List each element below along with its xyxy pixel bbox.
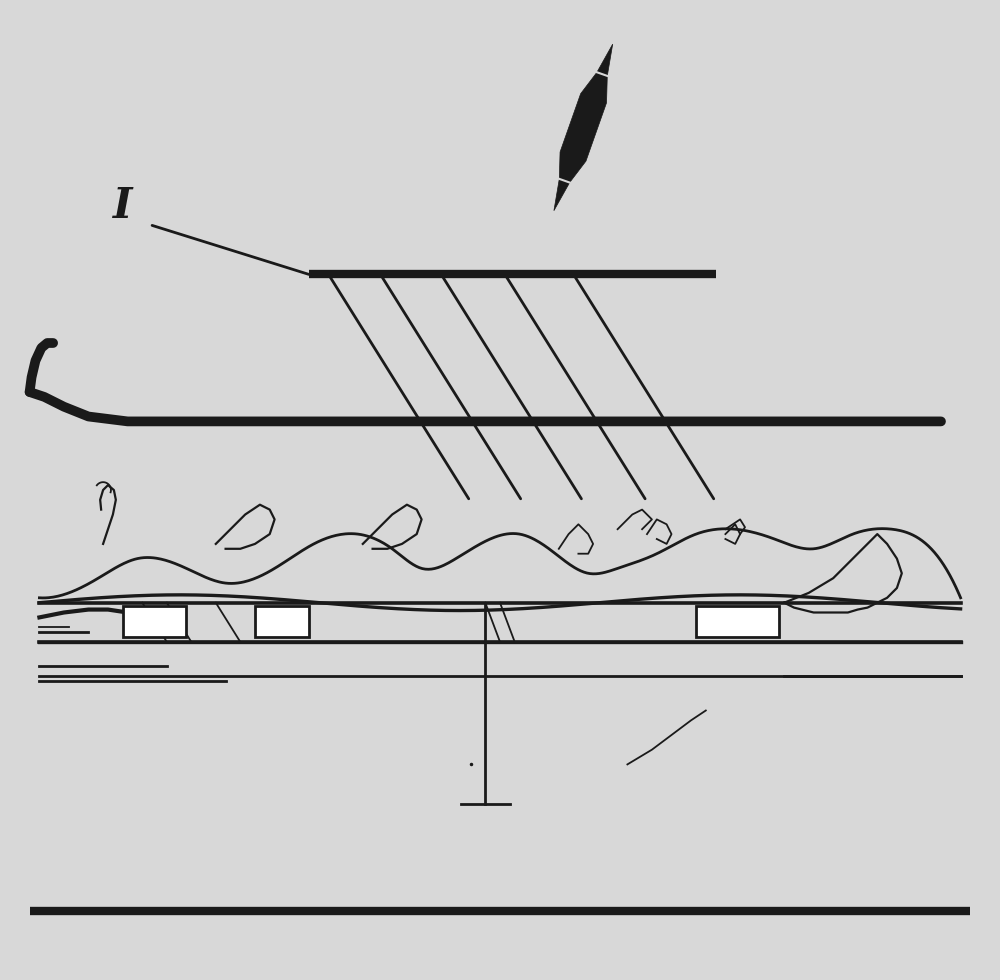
Bar: [255, 606, 309, 637]
Bar: [123, 606, 186, 637]
Polygon shape: [554, 44, 613, 211]
Text: I: I: [113, 185, 132, 226]
Bar: [696, 606, 779, 637]
